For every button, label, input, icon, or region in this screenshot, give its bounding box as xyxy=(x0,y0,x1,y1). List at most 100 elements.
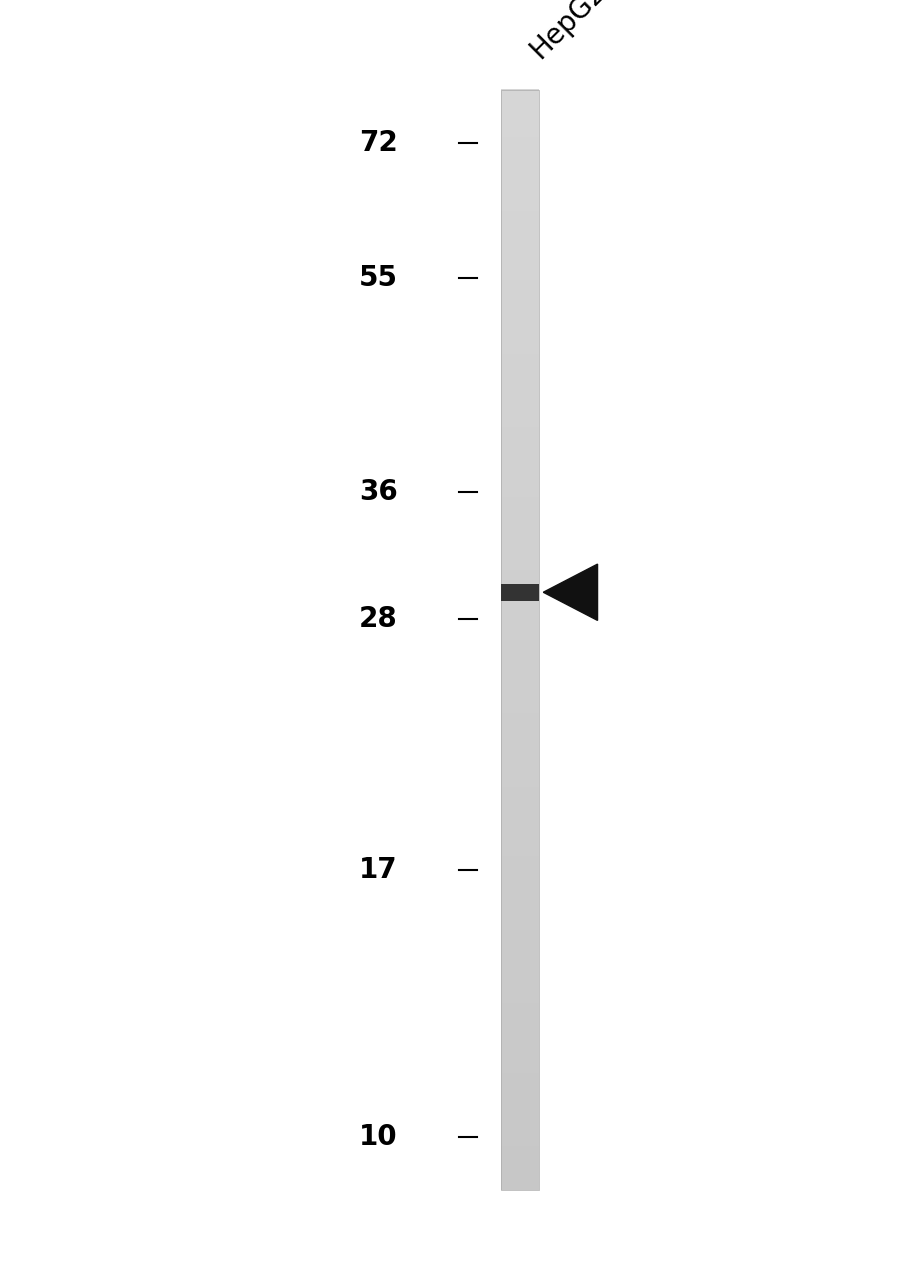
Bar xyxy=(500,621,538,626)
Bar xyxy=(500,904,538,908)
Bar xyxy=(500,1164,538,1169)
Bar xyxy=(500,471,538,475)
Bar xyxy=(500,723,538,728)
Bar xyxy=(500,611,538,614)
Text: 72: 72 xyxy=(358,129,397,156)
Bar xyxy=(500,955,538,959)
Bar xyxy=(500,548,538,552)
Bar xyxy=(500,420,538,424)
Bar xyxy=(500,104,538,108)
Bar xyxy=(500,632,538,636)
Bar xyxy=(500,287,538,292)
Bar xyxy=(500,617,538,622)
Bar xyxy=(500,1124,538,1128)
Bar xyxy=(500,1021,538,1025)
Bar xyxy=(500,959,538,963)
Bar xyxy=(500,815,538,819)
Bar xyxy=(500,540,538,544)
Bar xyxy=(500,1142,538,1147)
Bar xyxy=(500,896,538,901)
Bar xyxy=(500,613,538,618)
Bar xyxy=(500,996,538,1000)
Bar xyxy=(500,1134,538,1139)
Bar xyxy=(500,778,538,783)
Bar xyxy=(500,92,538,97)
Bar xyxy=(500,335,538,339)
Bar xyxy=(500,1132,538,1135)
Bar xyxy=(500,511,538,516)
Bar xyxy=(500,827,538,831)
Bar xyxy=(500,1087,538,1092)
Bar xyxy=(500,387,538,390)
Bar xyxy=(500,328,538,332)
Bar xyxy=(500,452,538,457)
Bar xyxy=(500,280,538,284)
Bar xyxy=(500,1175,538,1179)
Bar xyxy=(500,129,538,133)
Bar xyxy=(500,166,538,170)
Bar xyxy=(500,308,538,314)
Bar xyxy=(500,599,538,603)
Polygon shape xyxy=(543,564,597,621)
Bar xyxy=(500,797,538,801)
Bar xyxy=(500,562,538,567)
Bar xyxy=(500,566,538,571)
Bar xyxy=(500,1146,538,1149)
Bar xyxy=(500,666,538,669)
Bar xyxy=(500,364,538,369)
Bar xyxy=(500,96,538,101)
Bar xyxy=(500,1161,538,1165)
Bar xyxy=(500,298,538,302)
Bar xyxy=(500,1083,538,1088)
Bar xyxy=(500,739,538,742)
Bar xyxy=(500,1179,538,1183)
Bar xyxy=(500,886,538,890)
Bar xyxy=(500,412,538,416)
Bar xyxy=(500,342,538,347)
Bar xyxy=(500,143,538,148)
Bar xyxy=(500,676,538,681)
Bar xyxy=(500,892,538,897)
Bar xyxy=(500,672,538,677)
Bar xyxy=(500,888,538,893)
Bar xyxy=(500,243,538,247)
Bar xyxy=(500,963,538,966)
Bar xyxy=(500,1167,538,1172)
Bar xyxy=(500,1153,538,1157)
Bar xyxy=(500,595,538,599)
Bar xyxy=(500,426,538,431)
Bar xyxy=(500,705,538,709)
Bar xyxy=(500,125,538,131)
Bar xyxy=(500,353,538,357)
Bar xyxy=(500,236,538,241)
Bar xyxy=(500,727,538,732)
Bar xyxy=(500,529,538,534)
Bar xyxy=(500,332,538,335)
Bar xyxy=(500,338,538,343)
Bar xyxy=(500,628,538,632)
Bar xyxy=(500,265,538,269)
Bar xyxy=(500,831,538,835)
Bar xyxy=(500,346,538,351)
Bar xyxy=(500,467,538,471)
Bar xyxy=(500,1102,538,1106)
Bar xyxy=(500,1043,538,1047)
Bar xyxy=(500,155,538,159)
Bar xyxy=(500,1006,538,1011)
Bar xyxy=(500,1091,538,1094)
Text: 28: 28 xyxy=(358,604,397,632)
Bar xyxy=(500,591,538,596)
Bar xyxy=(500,680,538,684)
Bar xyxy=(500,416,538,420)
Bar xyxy=(500,273,538,276)
Bar xyxy=(500,477,538,483)
Bar xyxy=(500,925,538,929)
Bar xyxy=(500,863,538,868)
Bar xyxy=(500,442,538,445)
Bar xyxy=(500,1112,538,1117)
Bar xyxy=(500,151,538,156)
Bar xyxy=(500,701,538,707)
Bar xyxy=(500,532,538,538)
Bar xyxy=(500,1036,538,1039)
Bar xyxy=(500,786,538,791)
